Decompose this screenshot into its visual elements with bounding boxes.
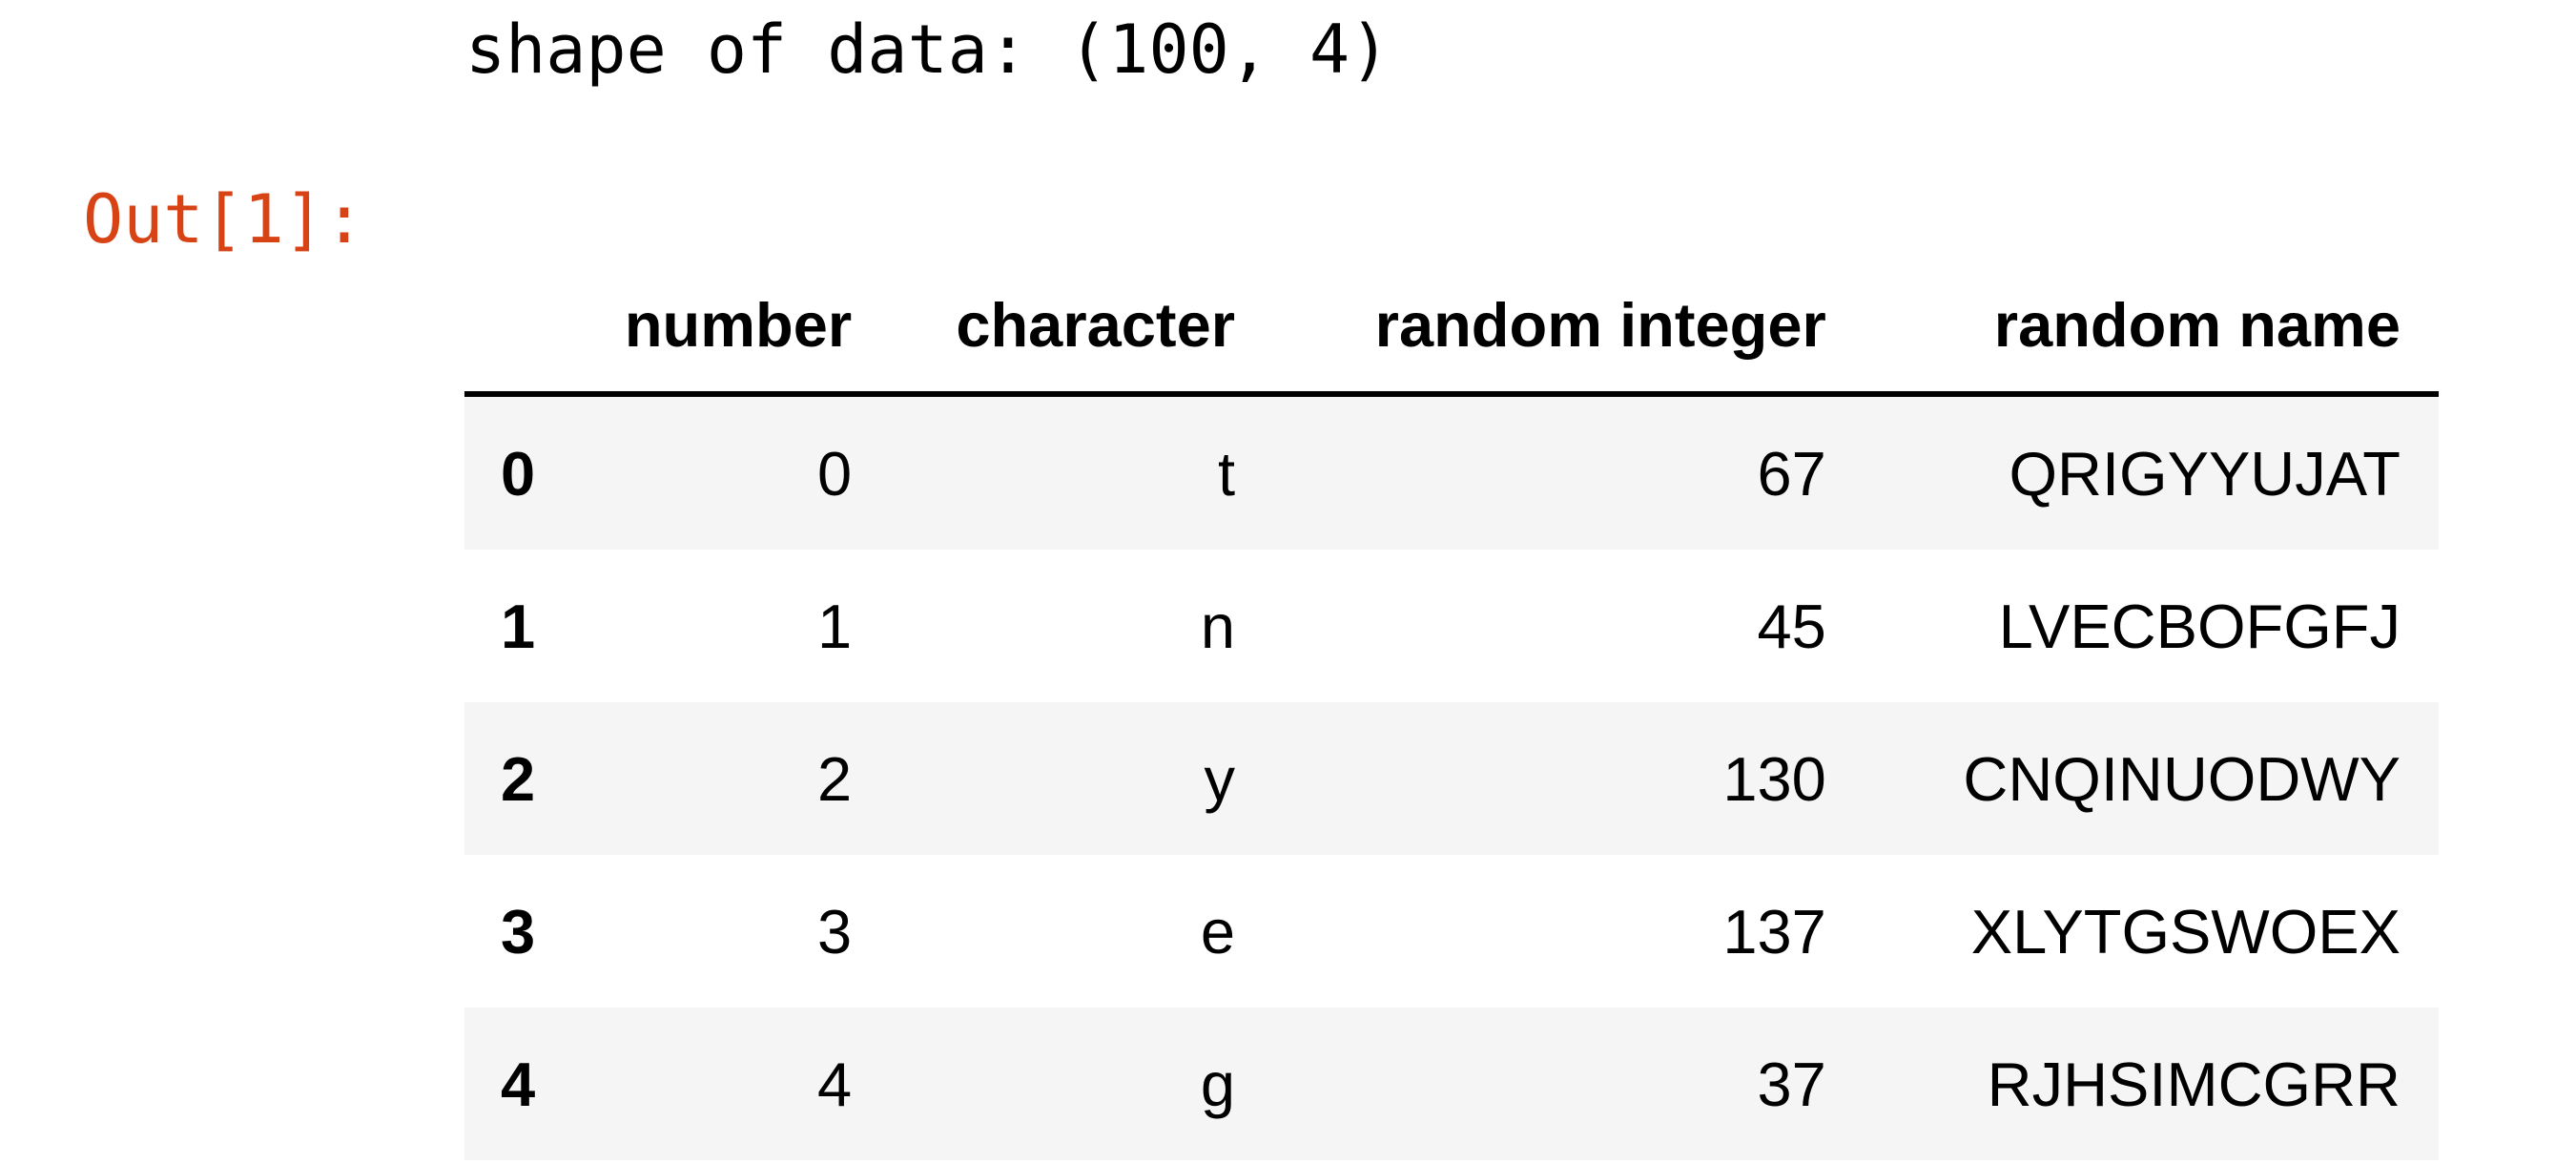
table-row: 3 3 e 137 XLYTGSWOEX [464,855,2439,1008]
cell-random-integer: 67 [1757,438,1826,509]
table-row: 2 2 y 130 CNQINUODWY [464,702,2439,855]
cell-random-name: RJHSIMCGRR [1987,1049,2401,1119]
cell-character: y [1204,743,1236,814]
cell-number: 1 [817,591,853,661]
table-row: 4 4 g 37 RJHSIMCGRR [464,1008,2439,1160]
cell-number: 0 [817,438,853,509]
cell-character: e [1200,896,1236,967]
cell-random-name: LVECBOFGFJ [1998,591,2401,661]
cell-character: g [1200,1049,1236,1119]
cell-character: n [1200,591,1236,661]
cell-random-name: XLYTGSWOEX [1970,896,2401,967]
column-header-character: character [890,258,1274,397]
cell-random-name: CNQINUODWY [1963,743,2401,814]
header-row: number character random integer random n… [464,258,2439,397]
cell-number: 2 [817,743,853,814]
cell-random-integer: 130 [1722,743,1826,814]
row-index: 0 [501,438,536,509]
cell-character: t [1217,438,1236,509]
row-index: 3 [501,896,536,967]
cell-random-name: QRIGYYUJAT [2009,438,2401,509]
cell-random-integer: 37 [1757,1049,1826,1119]
row-index: 4 [501,1049,536,1119]
cell-random-integer: 137 [1722,896,1826,967]
output-prompt: Out[1]: [83,180,365,259]
cell-number: 4 [817,1049,853,1119]
column-header-random-integer: random integer [1273,258,1865,397]
row-index: 1 [501,591,536,661]
column-header-random-name: random name [1864,258,2439,397]
table-row: 0 0 t 67 QRIGYYUJAT [464,394,2439,550]
index-header [464,258,569,397]
cell-number: 3 [817,896,853,967]
table-body: 0 0 t 67 QRIGYYUJAT 1 1 n 45 LVECBOFGFJ … [464,394,2439,1160]
stdout-output: shape of data: (100, 4) [465,10,1391,89]
row-index: 2 [501,743,536,814]
table-row: 1 1 n 45 LVECBOFGFJ [464,550,2439,702]
column-header-number: number [569,258,891,397]
table-header: number character random integer random n… [464,258,2439,397]
dataframe-table: number character random integer random n… [464,258,2439,1160]
cell-random-integer: 45 [1757,591,1826,661]
